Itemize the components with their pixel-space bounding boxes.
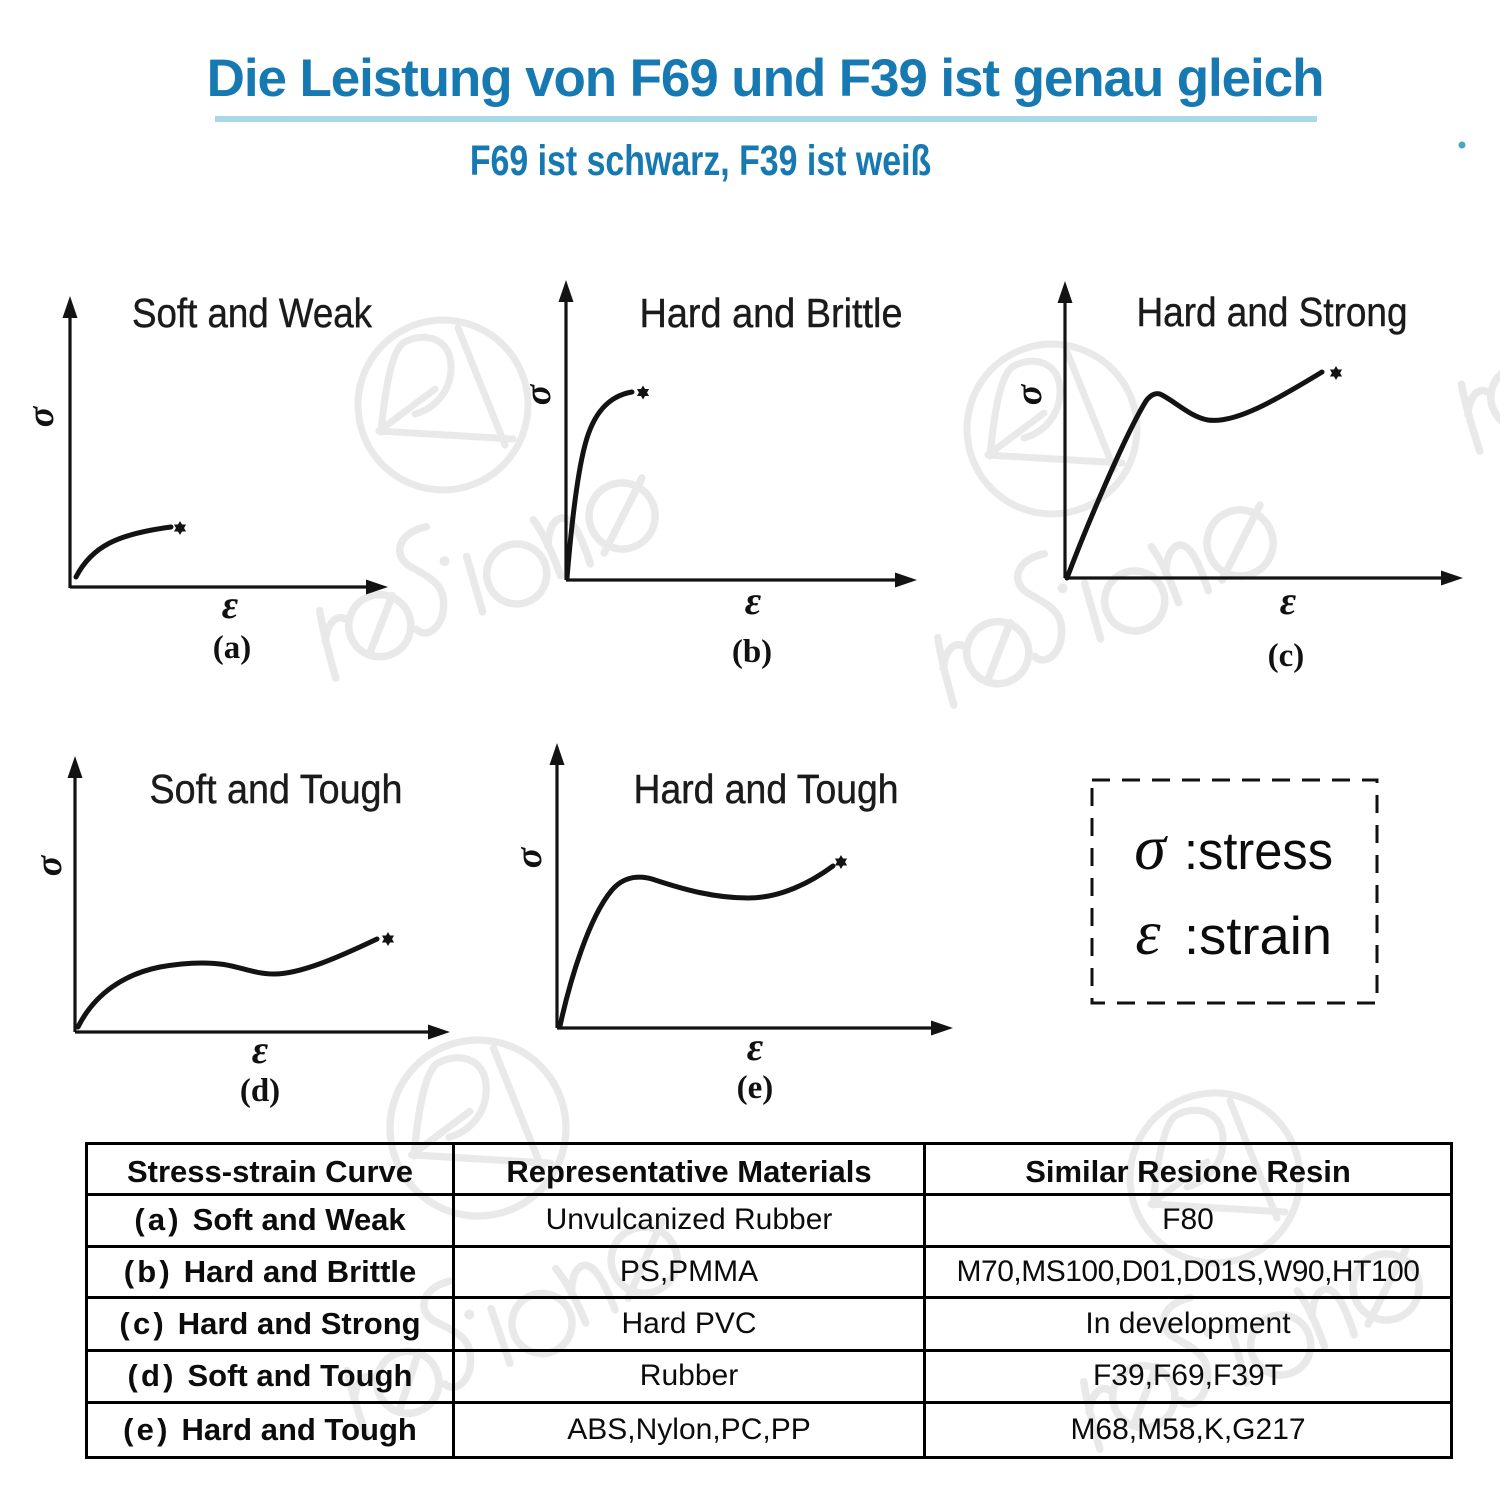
svg-text:ε: ε: [1135, 897, 1161, 968]
svg-text:Soft and Tough: Soft and Tough: [150, 766, 403, 812]
svg-text:σ: σ: [508, 846, 550, 868]
svg-text:(c): (c): [1268, 638, 1305, 674]
svg-text:σ: σ: [1008, 383, 1050, 405]
svg-text:(d): (d): [240, 1073, 280, 1109]
svg-text:σ: σ: [1134, 812, 1168, 883]
svg-text:ε: ε: [745, 578, 762, 623]
svg-text::strain: :strain: [1184, 907, 1332, 966]
svg-text:Hard and Brittle: Hard and Brittle: [640, 290, 903, 336]
svg-text:ε: ε: [1280, 578, 1297, 623]
svg-text::stress: :stress: [1184, 822, 1333, 881]
svg-text:Hard and Tough: Hard and Tough: [634, 766, 899, 812]
svg-text:ε: ε: [747, 1024, 764, 1069]
svg-text:ε: ε: [222, 582, 239, 627]
svg-text:Hard and Strong: Hard and Strong: [1137, 289, 1408, 335]
svg-text:(b): (b): [732, 634, 772, 670]
svg-text:σ: σ: [28, 854, 70, 876]
svg-text:Soft and Weak: Soft and Weak: [132, 290, 372, 336]
svg-text:σ: σ: [20, 405, 62, 427]
svg-text:ε: ε: [252, 1027, 269, 1072]
svg-text:(a): (a): [213, 630, 251, 666]
svg-text:σ: σ: [517, 383, 559, 405]
svg-text:(e): (e): [737, 1070, 774, 1106]
